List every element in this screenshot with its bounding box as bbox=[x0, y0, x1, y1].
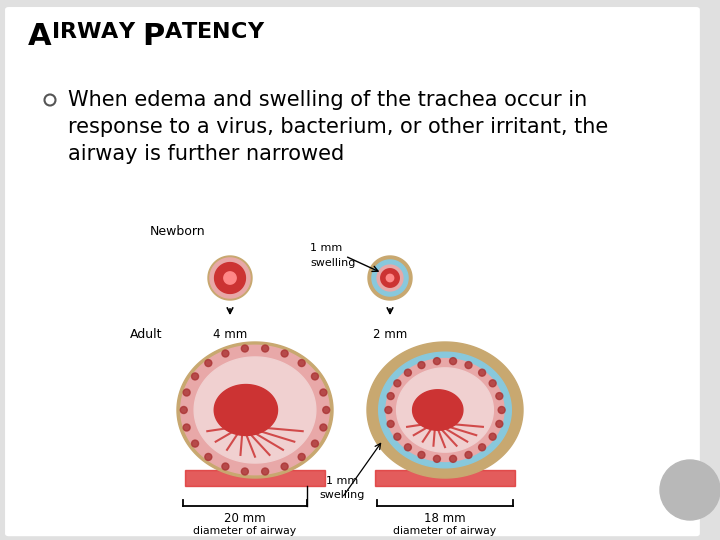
Text: Newborn: Newborn bbox=[150, 225, 206, 238]
Circle shape bbox=[192, 440, 199, 447]
Circle shape bbox=[449, 357, 456, 364]
Text: 2 mm: 2 mm bbox=[373, 328, 407, 341]
Polygon shape bbox=[386, 359, 504, 462]
Polygon shape bbox=[194, 357, 316, 463]
Text: T: T bbox=[182, 22, 197, 42]
Circle shape bbox=[394, 433, 401, 440]
Circle shape bbox=[489, 380, 496, 387]
Polygon shape bbox=[215, 262, 246, 293]
Circle shape bbox=[298, 360, 305, 367]
Polygon shape bbox=[177, 342, 333, 478]
Polygon shape bbox=[208, 256, 252, 300]
Text: 18 mm: 18 mm bbox=[424, 512, 466, 525]
Polygon shape bbox=[224, 272, 236, 284]
Circle shape bbox=[479, 444, 485, 451]
Circle shape bbox=[387, 393, 394, 400]
Polygon shape bbox=[379, 352, 511, 468]
Polygon shape bbox=[397, 368, 493, 452]
Circle shape bbox=[281, 463, 288, 470]
Circle shape bbox=[261, 345, 269, 352]
Text: 1 mm: 1 mm bbox=[310, 243, 342, 253]
Text: E: E bbox=[197, 22, 212, 42]
Circle shape bbox=[183, 389, 190, 396]
Polygon shape bbox=[372, 260, 408, 296]
Circle shape bbox=[449, 455, 456, 462]
Circle shape bbox=[496, 421, 503, 428]
Circle shape bbox=[281, 350, 288, 357]
Circle shape bbox=[192, 373, 199, 380]
Polygon shape bbox=[189, 352, 321, 468]
Text: diameter of airway: diameter of airway bbox=[393, 526, 497, 536]
Polygon shape bbox=[210, 258, 250, 298]
Polygon shape bbox=[367, 342, 523, 478]
Polygon shape bbox=[381, 269, 399, 287]
Polygon shape bbox=[368, 256, 412, 300]
Text: W: W bbox=[77, 22, 102, 42]
Circle shape bbox=[204, 360, 212, 367]
Circle shape bbox=[241, 468, 248, 475]
Circle shape bbox=[204, 454, 212, 461]
Circle shape bbox=[180, 407, 187, 414]
Circle shape bbox=[418, 451, 425, 458]
Circle shape bbox=[222, 350, 229, 357]
Circle shape bbox=[312, 373, 318, 380]
Circle shape bbox=[312, 440, 318, 447]
Circle shape bbox=[418, 362, 425, 369]
Polygon shape bbox=[185, 470, 325, 486]
Polygon shape bbox=[413, 390, 463, 430]
Text: Y: Y bbox=[247, 22, 264, 42]
Text: R: R bbox=[60, 22, 77, 42]
Circle shape bbox=[222, 463, 229, 470]
Circle shape bbox=[433, 357, 441, 364]
Polygon shape bbox=[215, 384, 277, 435]
Circle shape bbox=[320, 389, 327, 396]
Text: swelling: swelling bbox=[310, 258, 356, 268]
Circle shape bbox=[405, 444, 411, 451]
Text: C: C bbox=[230, 22, 247, 42]
Circle shape bbox=[405, 369, 411, 376]
Circle shape bbox=[433, 455, 441, 462]
Circle shape bbox=[183, 424, 190, 431]
Circle shape bbox=[394, 380, 401, 387]
Text: A: A bbox=[102, 22, 119, 42]
Text: Adult: Adult bbox=[130, 328, 163, 341]
Text: Y: Y bbox=[119, 22, 135, 42]
Text: N: N bbox=[212, 22, 230, 42]
Text: diameter of airway: diameter of airway bbox=[194, 526, 297, 536]
Polygon shape bbox=[387, 274, 394, 282]
Polygon shape bbox=[377, 265, 403, 291]
Polygon shape bbox=[375, 470, 516, 486]
Polygon shape bbox=[212, 260, 248, 296]
Circle shape bbox=[387, 421, 394, 428]
Circle shape bbox=[479, 369, 485, 376]
Text: 1 mm: 1 mm bbox=[326, 476, 358, 486]
Circle shape bbox=[496, 393, 503, 400]
Circle shape bbox=[320, 424, 327, 431]
Text: A: A bbox=[165, 22, 182, 42]
Text: 20 mm: 20 mm bbox=[224, 512, 266, 525]
Text: I: I bbox=[52, 22, 60, 42]
Text: swelling: swelling bbox=[319, 490, 365, 500]
Circle shape bbox=[489, 433, 496, 440]
Circle shape bbox=[385, 407, 392, 414]
Text: A: A bbox=[28, 22, 52, 51]
Circle shape bbox=[261, 468, 269, 475]
Circle shape bbox=[465, 362, 472, 369]
Circle shape bbox=[498, 407, 505, 414]
Circle shape bbox=[323, 407, 330, 414]
Circle shape bbox=[465, 451, 472, 458]
Text: P: P bbox=[143, 22, 165, 51]
Text: When edema and swelling of the trachea occur in
response to a virus, bacterium, : When edema and swelling of the trachea o… bbox=[68, 90, 608, 164]
Circle shape bbox=[241, 345, 248, 352]
Text: 4 mm: 4 mm bbox=[213, 328, 247, 341]
Circle shape bbox=[660, 460, 720, 520]
Circle shape bbox=[298, 454, 305, 461]
Polygon shape bbox=[181, 345, 329, 475]
